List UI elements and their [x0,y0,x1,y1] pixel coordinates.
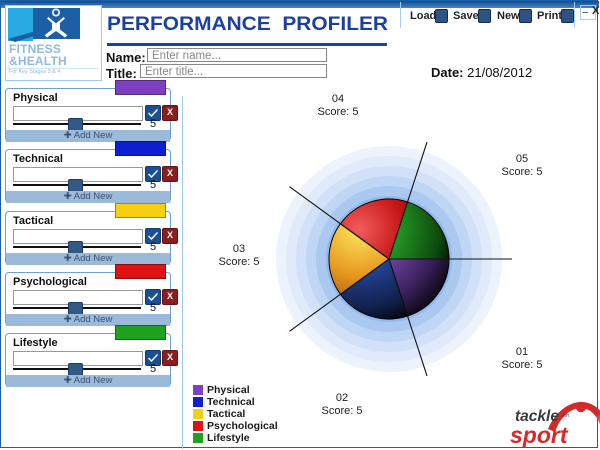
svg-text:tm: tm [563,413,570,419]
svg-text:sport: sport [510,422,569,448]
